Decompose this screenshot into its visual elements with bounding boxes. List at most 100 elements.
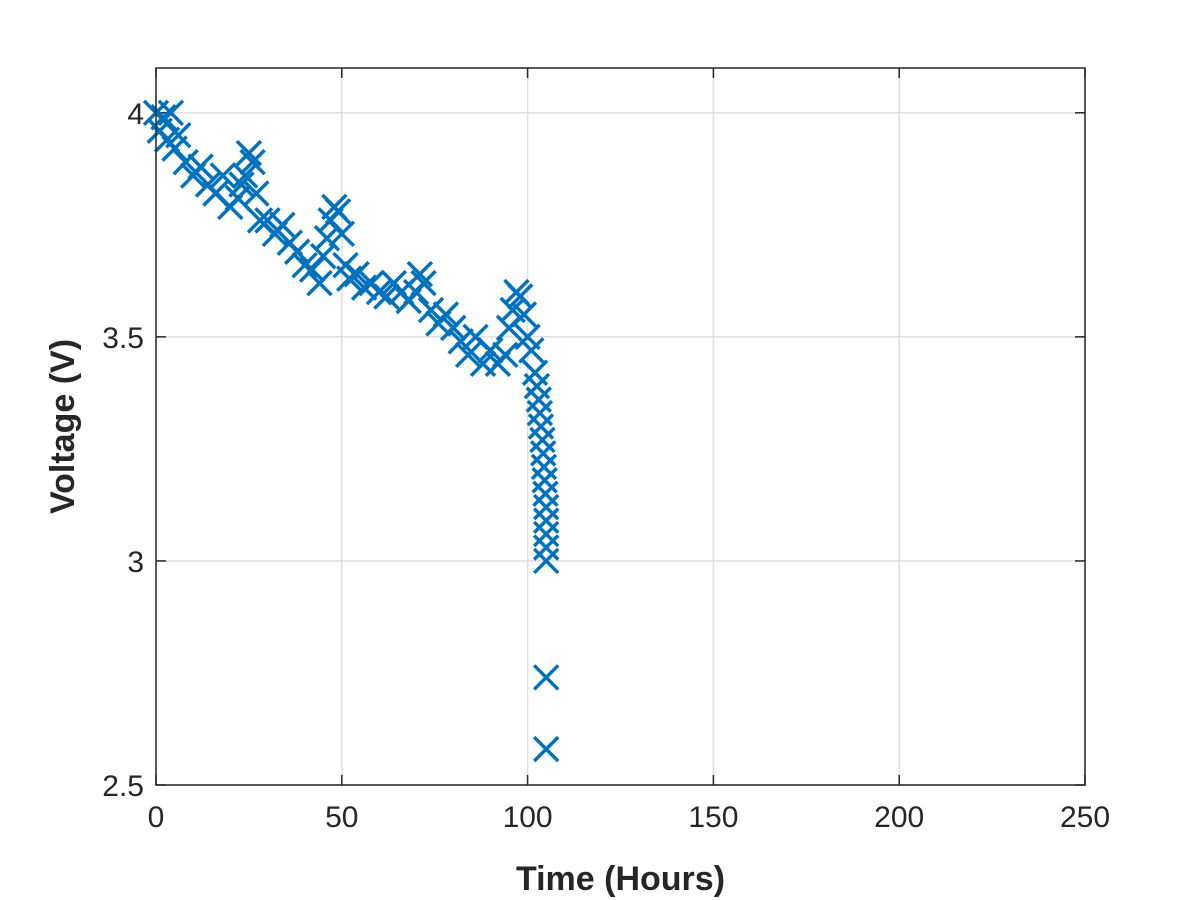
x-tick-label: 150 — [688, 801, 738, 834]
data-point — [335, 265, 363, 292]
marker-stroke — [313, 225, 341, 252]
marker-stroke — [350, 274, 378, 301]
data-point — [532, 534, 560, 561]
data-point — [209, 162, 237, 189]
data-point — [239, 148, 266, 176]
x-axis-label: Time (Hours) — [516, 860, 725, 898]
y-tick-label: 2.5 — [102, 770, 144, 803]
y-tick-label: 4 — [127, 98, 144, 131]
marker-stroke — [454, 341, 482, 369]
data-point — [532, 547, 560, 575]
marker-stroke — [532, 664, 560, 691]
data-point — [324, 198, 352, 225]
marker-stroke — [239, 148, 266, 176]
marker-stroke — [410, 269, 437, 297]
data-point — [410, 269, 437, 297]
marker-stroke — [432, 301, 460, 328]
data-point — [531, 467, 558, 494]
marker-stroke — [335, 265, 363, 292]
marker-stroke — [165, 121, 192, 149]
data-point — [518, 337, 545, 364]
marker-stroke — [417, 296, 445, 324]
x-tick-label: 200 — [874, 801, 924, 834]
plot-area-frame — [155, 67, 1086, 786]
marker-stroke — [525, 386, 552, 413]
marker-stroke — [529, 440, 557, 467]
data-point — [432, 301, 460, 328]
marker-stroke — [202, 180, 229, 207]
marker-stroke — [283, 238, 311, 265]
marker-stroke — [532, 735, 560, 763]
data-point — [269, 211, 296, 239]
x-tick-label: 100 — [503, 801, 553, 834]
data-point — [235, 139, 263, 167]
data-point — [492, 341, 519, 369]
data-point — [365, 278, 393, 306]
marker-stroke — [518, 337, 545, 364]
data-points — [142, 99, 560, 763]
marker-stroke — [527, 413, 555, 440]
marker-stroke — [521, 359, 549, 386]
data-point — [532, 520, 560, 548]
x-tick-label: 50 — [325, 801, 358, 834]
marker-stroke — [365, 278, 393, 306]
data-point — [529, 426, 556, 454]
marker-stroke — [526, 399, 554, 427]
data-point — [532, 493, 560, 521]
data-point — [350, 274, 378, 301]
marker-stroke — [532, 520, 560, 548]
data-point — [373, 283, 400, 310]
marker-stroke — [324, 198, 352, 225]
data-point — [440, 314, 467, 342]
marker-stroke — [328, 220, 356, 248]
marker-stroke — [269, 211, 296, 239]
x-tick-label: 0 — [148, 801, 165, 834]
marker-stroke — [532, 493, 560, 521]
marker-stroke — [235, 139, 263, 167]
marker-stroke — [343, 260, 370, 288]
data-point — [231, 162, 259, 189]
data-point — [283, 238, 311, 265]
marker-stroke — [243, 180, 270, 207]
marker-stroke — [530, 453, 558, 481]
marker-stroke — [532, 534, 560, 561]
data-point — [157, 99, 185, 127]
data-point — [254, 207, 281, 234]
marker-stroke — [492, 341, 519, 369]
data-point — [243, 180, 270, 207]
grid — [155, 68, 1086, 786]
x-tick-labels: 0 50 100 150 200 250 — [148, 801, 1110, 834]
data-point — [172, 148, 199, 176]
marker-stroke — [447, 328, 474, 355]
data-point — [532, 480, 559, 507]
marker-stroke — [172, 148, 199, 176]
marker-stroke — [373, 283, 400, 310]
marker-stroke — [246, 207, 274, 234]
marker-stroke — [532, 507, 560, 534]
data-point — [447, 328, 474, 355]
marker-stroke — [477, 337, 504, 364]
data-point — [510, 301, 538, 328]
data-point — [343, 260, 370, 288]
marker-stroke — [499, 296, 526, 324]
data-point — [187, 153, 214, 180]
marker-stroke — [514, 323, 541, 351]
data-point — [406, 260, 434, 288]
marker-stroke — [532, 547, 560, 575]
data-point — [306, 269, 333, 297]
data-point — [532, 735, 560, 763]
data-point — [529, 440, 557, 467]
marker-stroke — [209, 162, 237, 189]
marker-stroke — [406, 260, 434, 288]
y-axis-label: Voltage (V) — [44, 339, 82, 514]
y-tick-labels: 2.5 3 3.5 4 — [102, 98, 144, 803]
data-point — [328, 220, 356, 248]
marker-stroke — [531, 467, 558, 494]
marker-stroke — [440, 314, 467, 342]
data-point — [454, 341, 482, 369]
x-tick-label: 250 — [1060, 801, 1110, 834]
marker-stroke — [187, 153, 214, 180]
axis-ticks — [155, 68, 1086, 786]
data-point — [530, 453, 558, 481]
